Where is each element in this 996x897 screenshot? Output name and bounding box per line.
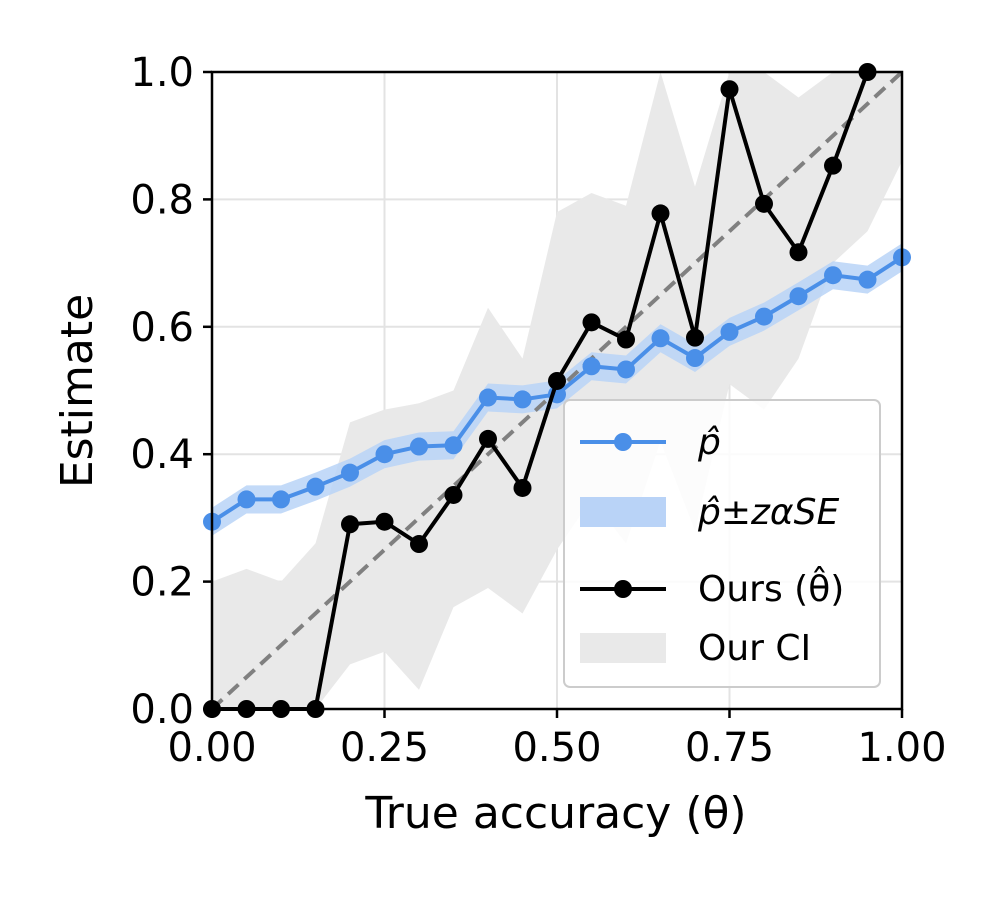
p-hat-point — [789, 287, 808, 306]
y-tick-label: 0.8 — [130, 177, 194, 223]
p-hat-point — [720, 322, 739, 341]
p-hat-point — [858, 270, 877, 289]
y-tick-label: 0.0 — [130, 687, 194, 733]
p-hat-point — [824, 266, 842, 285]
legend-item-p-hat-se: p̂±zαSE — [580, 492, 839, 533]
legend-frame — [563, 399, 881, 688]
ours-point — [410, 535, 428, 554]
p-hat-point — [686, 349, 704, 368]
p-hat-point — [755, 307, 773, 326]
p-hat-point — [237, 490, 256, 509]
p-hat-point — [375, 445, 394, 464]
y-tick-label: 0.4 — [130, 432, 194, 478]
ours-point — [341, 515, 359, 534]
x-tick-label: 1.00 — [857, 725, 946, 771]
p-hat-point — [272, 490, 290, 509]
p-hat-point — [410, 437, 428, 456]
legend-our-ci-label: Our CI — [698, 628, 811, 669]
ours-point — [651, 204, 670, 223]
y-tick-label: 0.6 — [130, 305, 194, 351]
legend-p-hat-marker-swatch — [614, 433, 632, 451]
ours-point — [513, 478, 532, 497]
ours-point — [789, 243, 808, 262]
p-hat-point — [513, 390, 532, 409]
legend-ours-label: Ours (θ̂) — [698, 565, 844, 610]
ours-point — [686, 328, 704, 347]
ticks: 0.00 0.25 0.50 0.75 1.00 0.0 0.2 0.4 0.6 0.8 1.0 — [130, 50, 946, 771]
ours-line — [212, 71, 870, 711]
ours-point — [479, 429, 497, 448]
ours-point — [548, 371, 566, 390]
legend-our-ci-swatch — [580, 633, 666, 663]
x-tick-label: 0.25 — [340, 725, 429, 771]
legend-item-p-hat: p̂ — [580, 422, 721, 463]
x-tick-label: 0.75 — [685, 725, 774, 771]
y-tick-label: 0.2 — [130, 560, 194, 606]
p-hat-point — [617, 360, 635, 379]
x-axis-label: True accuracy (θ) — [364, 788, 746, 839]
legend-p-hat-se-label: p̂±zαSE — [697, 492, 839, 533]
ours-point — [444, 485, 463, 504]
p-hat-point — [341, 463, 359, 482]
ours-point — [617, 330, 635, 349]
p-hat-point — [479, 388, 497, 407]
x-tick-label: 0.00 — [167, 725, 256, 771]
legend-item-ours: Ours (θ̂) — [580, 565, 844, 610]
y-axis-label: Estimate — [52, 294, 103, 488]
p-hat-point — [582, 357, 601, 376]
p-hat-point — [444, 436, 463, 455]
x-tick-label: 0.50 — [512, 725, 601, 771]
legend: p̂ p̂±zαSE Ours (θ̂) Our CI — [563, 399, 881, 688]
legend-item-our-ci: Our CI — [580, 628, 811, 669]
ours-point — [720, 80, 739, 99]
legend-ours-marker-swatch — [614, 580, 632, 598]
y-tick-label: 1.0 — [130, 50, 194, 96]
ours-point — [582, 313, 601, 332]
ours-point — [824, 156, 842, 175]
ours-point — [755, 194, 773, 213]
p-hat-point — [306, 477, 325, 496]
ours-point — [375, 512, 394, 531]
series-group — [203, 63, 911, 718]
p-hat-point — [651, 329, 670, 348]
legend-p-hat-se-swatch — [580, 497, 666, 527]
legend-p-hat-label: p̂ — [697, 422, 721, 463]
